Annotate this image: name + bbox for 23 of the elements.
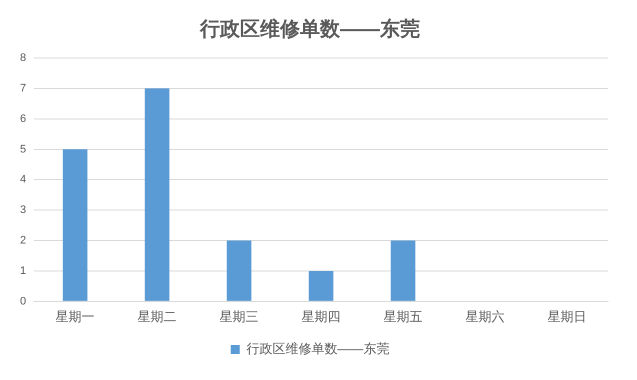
legend-label: 行政区维修单数——东莞 [246, 341, 390, 356]
x-tick-label: 星期五 [384, 308, 423, 324]
y-tick-label: 3 [20, 204, 26, 216]
x-tick-label: 星期日 [548, 308, 587, 324]
bar [226, 240, 252, 301]
x-tick-label: 星期二 [138, 308, 177, 324]
bar [144, 88, 170, 301]
x-tick-label: 星期四 [302, 308, 341, 324]
y-tick-label: 8 [20, 52, 26, 64]
y-tick-label: 5 [20, 143, 26, 156]
y-tick-label: 7 [20, 82, 26, 94]
bar [308, 270, 334, 301]
chart-title: 行政区维修单数——东莞 [199, 18, 420, 41]
x-tick-label: 星期六 [466, 308, 505, 324]
y-tick-label: 2 [20, 234, 26, 247]
x-tick-label: 星期一 [56, 308, 95, 324]
y-tick-label: 1 [20, 265, 26, 278]
y-tick-label: 4 [20, 174, 26, 186]
y-tick-label: 0 [20, 295, 26, 308]
y-tick-label: 6 [20, 112, 26, 125]
x-tick-label: 星期三 [220, 308, 259, 324]
bar [62, 149, 88, 301]
bar [390, 240, 416, 301]
